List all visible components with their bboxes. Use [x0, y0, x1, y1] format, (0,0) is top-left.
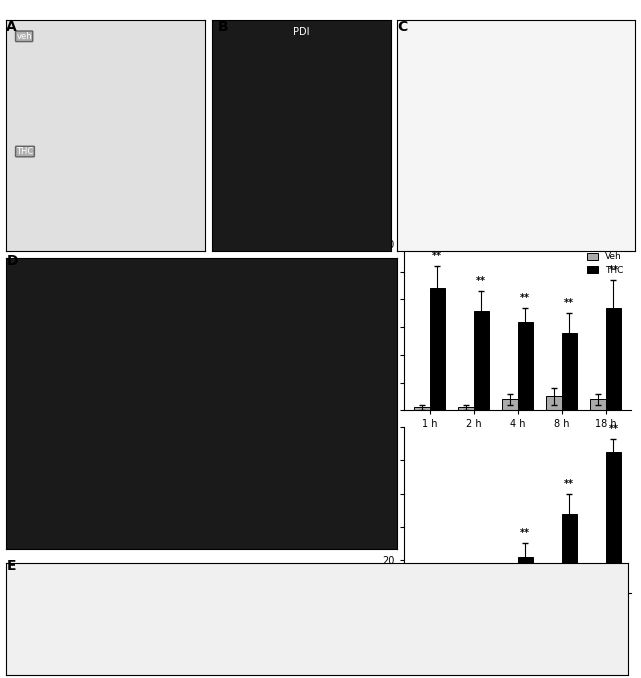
Bar: [474, 590, 489, 593]
Bar: [590, 399, 606, 410]
Bar: [429, 590, 445, 593]
Bar: [562, 513, 577, 593]
Y-axis label: Cells with
PDI dots (%): Cells with PDI dots (%): [358, 297, 379, 357]
Text: PDI: PDI: [293, 27, 310, 37]
Text: **: **: [608, 265, 619, 275]
Bar: [546, 397, 562, 410]
Text: veh: veh: [17, 32, 32, 41]
Text: **: **: [564, 479, 574, 489]
Bar: [502, 399, 518, 410]
Bar: [502, 590, 518, 593]
Bar: [414, 407, 429, 410]
Text: **: **: [520, 528, 530, 538]
Text: E: E: [6, 559, 16, 574]
Bar: [606, 308, 621, 410]
Text: **: **: [432, 252, 442, 261]
Bar: [414, 592, 429, 593]
Bar: [518, 321, 533, 410]
Text: **: **: [476, 276, 487, 286]
Bar: [429, 288, 445, 410]
Text: C: C: [397, 20, 408, 35]
Text: **: **: [564, 298, 574, 308]
Text: THC: THC: [17, 147, 33, 156]
Bar: [458, 407, 474, 410]
Bar: [546, 590, 562, 593]
Bar: [562, 333, 577, 410]
Text: **: **: [520, 293, 530, 303]
Text: **: **: [608, 424, 619, 434]
Bar: [518, 557, 533, 593]
Legend: Veh, THC: Veh, THC: [583, 249, 627, 279]
Bar: [458, 592, 474, 593]
Bar: [590, 585, 606, 593]
Bar: [474, 311, 489, 410]
Text: D: D: [6, 254, 18, 268]
Text: A: A: [6, 20, 17, 35]
Y-axis label: Cells with
LC3 dots (%): Cells with LC3 dots (%): [352, 479, 374, 541]
Bar: [606, 452, 621, 593]
Text: B: B: [218, 20, 229, 35]
